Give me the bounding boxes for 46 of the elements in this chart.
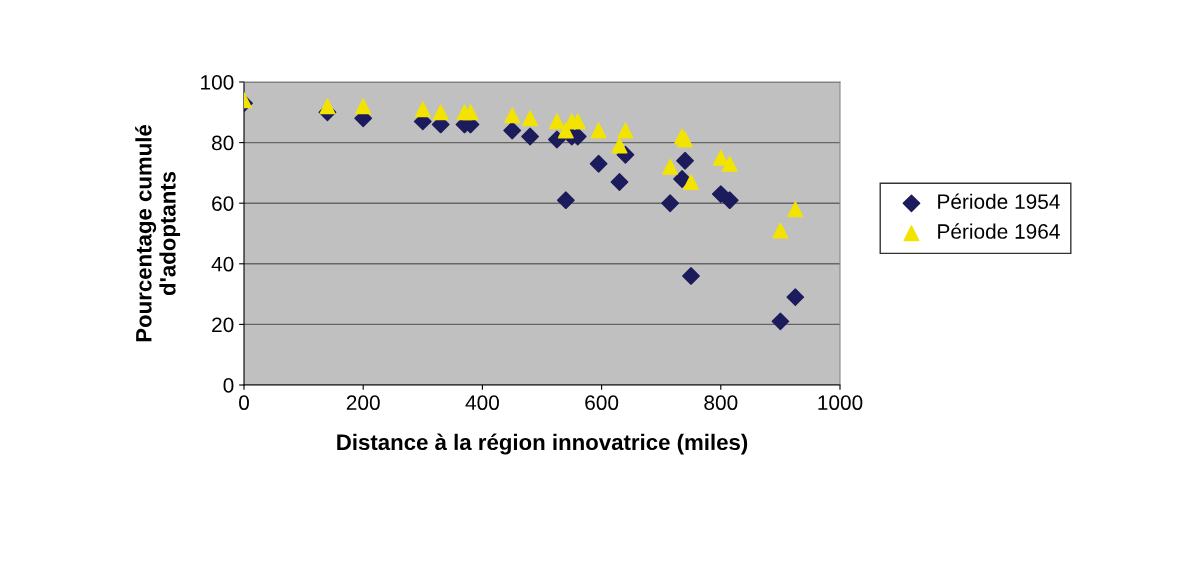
point — [721, 155, 738, 172]
y-tick-label: 0 — [223, 378, 234, 393]
point — [683, 174, 699, 190]
point — [771, 312, 790, 331]
point — [590, 122, 607, 139]
point — [504, 107, 521, 124]
point — [319, 98, 336, 115]
legend-label: Période 1964 — [938, 223, 1060, 239]
point — [569, 113, 586, 130]
point — [503, 121, 522, 140]
x-tick-label: 0 — [239, 395, 249, 411]
point — [786, 288, 805, 307]
y-tick-label: 40 — [211, 256, 234, 272]
point — [772, 222, 789, 239]
point — [611, 137, 628, 154]
x-tick-label: 600 — [585, 395, 619, 411]
y-tick-label: 60 — [212, 196, 234, 211]
point — [720, 191, 739, 210]
point — [462, 104, 479, 121]
x-tick-label: 800 — [704, 395, 738, 411]
point — [522, 110, 539, 127]
legend-label: Période 1954 — [938, 193, 1060, 210]
point — [589, 154, 608, 173]
point — [712, 149, 729, 166]
point — [610, 173, 629, 191]
point — [787, 201, 804, 218]
point — [548, 113, 565, 130]
point — [661, 194, 680, 213]
point — [682, 267, 700, 285]
point — [432, 104, 449, 121]
y-tick-label: 20 — [212, 317, 234, 333]
x-tick-label: 400 — [465, 395, 499, 411]
x-tick-label: 1000 — [818, 395, 863, 411]
y-tick-label: 80 — [212, 135, 234, 151]
point — [617, 122, 634, 139]
point — [662, 158, 679, 175]
point — [556, 191, 575, 210]
x-axis-title: Distance à la région innovatrice (miles) — [337, 433, 748, 455]
point — [414, 101, 431, 118]
point — [355, 98, 372, 115]
point — [676, 151, 694, 170]
point — [673, 170, 691, 188]
point — [521, 127, 539, 146]
x-tick-label: 200 — [346, 395, 380, 411]
y-tick-label: 100 — [201, 75, 234, 90]
y-axis-title: Pourcentage cumulé d'adoptants — [135, 124, 181, 342]
